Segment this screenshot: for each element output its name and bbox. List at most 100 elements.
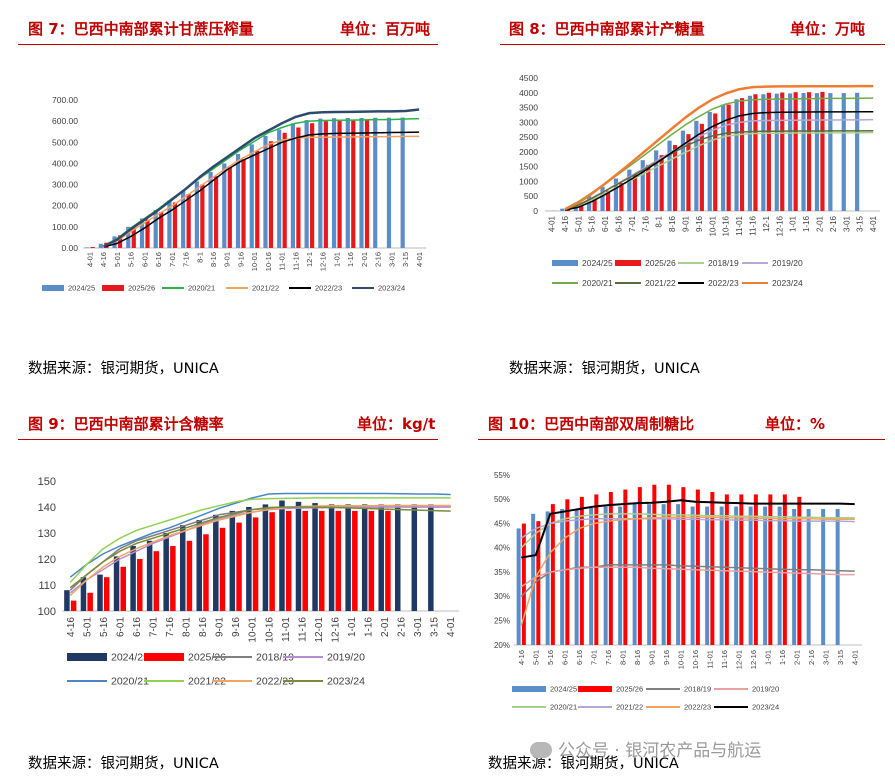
y-tick-label: 45% bbox=[494, 519, 510, 528]
legend-label: 2022/23 bbox=[256, 676, 294, 688]
y-tick-label: 55% bbox=[494, 471, 510, 480]
bar-2024-25 bbox=[179, 525, 186, 611]
series-line-2022-23 bbox=[564, 110, 874, 211]
x-tick-label: 7-16 bbox=[604, 650, 613, 665]
bar-2024-25 bbox=[130, 546, 136, 611]
y-tick-label: 120 bbox=[38, 554, 56, 566]
y-tick-label: 100 bbox=[38, 606, 56, 618]
bar-2025-26 bbox=[368, 510, 375, 611]
bar-2025-26 bbox=[726, 104, 731, 211]
bar-2024-25 bbox=[707, 111, 712, 211]
legend-label: 2018/19 bbox=[684, 685, 711, 694]
bar-2024-25 bbox=[734, 506, 739, 645]
legend-swatch bbox=[552, 260, 578, 266]
bar-2025-26 bbox=[103, 577, 110, 611]
bar-2025-26 bbox=[646, 164, 651, 211]
bar-2025-26 bbox=[269, 512, 275, 611]
bar-2024-25 bbox=[690, 506, 695, 645]
bar-2025-26 bbox=[172, 202, 178, 248]
bar-2024-25 bbox=[80, 577, 87, 611]
series-line-2019-20 bbox=[520, 566, 855, 588]
bar-2024-25 bbox=[654, 150, 659, 211]
bar-2024-25 bbox=[806, 509, 811, 645]
x-tick-label: 9-01 bbox=[223, 252, 232, 267]
chart-title: 图 7：巴西中南部累计甘蔗压榨量 bbox=[28, 20, 254, 38]
bar-2025-26 bbox=[797, 496, 802, 645]
bar-2025-26 bbox=[753, 494, 758, 645]
y-tick-label: 35% bbox=[494, 568, 510, 577]
series-line-2022-23 bbox=[520, 516, 855, 626]
x-tick-label: 3-15 bbox=[401, 252, 410, 267]
legend-swatch bbox=[144, 653, 184, 661]
y-tick-label: 20% bbox=[494, 641, 510, 650]
bar-2025-26 bbox=[619, 182, 624, 211]
watermark-text: 公众号 · 银河农产品与航运 bbox=[558, 741, 762, 761]
x-tick-label: 5-01 bbox=[82, 617, 93, 637]
x-tick-label: 7-01 bbox=[168, 252, 177, 267]
y-tick-label: 700.00 bbox=[52, 95, 78, 105]
bar-2025-26 bbox=[565, 499, 570, 645]
legend-label: 2021/22 bbox=[616, 703, 643, 712]
x-tick-label: 10-16 bbox=[264, 617, 275, 643]
x-tick-label: 1-16 bbox=[346, 252, 355, 267]
bar-2024-25 bbox=[400, 117, 405, 248]
x-tick-label: 2-16 bbox=[807, 650, 816, 665]
bar-2024-25 bbox=[345, 504, 351, 611]
x-tick-label: 4-01 bbox=[869, 215, 878, 232]
y-tick-label: 130 bbox=[38, 528, 56, 540]
x-tick-label: 10-01 bbox=[250, 252, 259, 271]
y-tick-label: 600.00 bbox=[52, 116, 78, 126]
bar-2025-26 bbox=[236, 522, 242, 611]
chart-title: 图 8：巴西中南部累计产糖量 bbox=[509, 20, 705, 38]
x-tick-label: 10-16 bbox=[722, 215, 731, 236]
title-underline bbox=[18, 439, 438, 440]
series-line-2020-21 bbox=[69, 492, 451, 578]
legend-swatch bbox=[578, 686, 612, 692]
bar-2025-26 bbox=[131, 227, 136, 248]
bar-2025-26 bbox=[186, 540, 193, 611]
series-line-2023-24 bbox=[69, 506, 451, 589]
bar-2025-26 bbox=[282, 132, 287, 248]
x-tick-label: 11-16 bbox=[749, 215, 758, 235]
x-tick-label: 12-16 bbox=[749, 650, 758, 669]
bar-2024-25 bbox=[378, 504, 384, 611]
x-tick-label: 5-16 bbox=[546, 650, 555, 665]
bar-2024-25 bbox=[828, 93, 833, 211]
bar-2024-25 bbox=[721, 104, 726, 211]
bar-2024-25 bbox=[667, 140, 672, 211]
legend-swatch bbox=[42, 285, 64, 291]
series-line-2021-22 bbox=[520, 517, 855, 539]
x-tick-label: 8-16 bbox=[668, 215, 677, 232]
bar-2025-26 bbox=[70, 600, 77, 611]
bar-2024-25 bbox=[545, 511, 550, 645]
y-tick-label: 500.00 bbox=[52, 137, 78, 147]
bar-2024-25 bbox=[734, 99, 739, 211]
bar-2024-25 bbox=[855, 92, 860, 211]
bar-2025-26 bbox=[713, 113, 718, 211]
x-tick-label: 8-01 bbox=[618, 650, 627, 665]
legend-label: 2023/24 bbox=[772, 278, 803, 288]
legend-swatch bbox=[615, 260, 641, 266]
legend-label: 2020/21 bbox=[111, 676, 149, 688]
bar-2024-25 bbox=[705, 506, 710, 645]
y-tick-label: 3000 bbox=[519, 117, 538, 127]
y-tick-label: 25% bbox=[494, 617, 510, 626]
bar-2024-25 bbox=[680, 130, 686, 211]
x-tick-label: 1-01 bbox=[332, 252, 341, 267]
y-tick-label: 50% bbox=[494, 495, 510, 504]
x-tick-label: 8-1 bbox=[655, 215, 664, 227]
legend-label: 2022/23 bbox=[684, 703, 711, 712]
bar-2025-26 bbox=[351, 120, 356, 248]
watermark: 公众号 · 银河农产品与航运 bbox=[530, 736, 761, 761]
bar-2024-25 bbox=[560, 208, 565, 211]
legend-label: 2024/25 bbox=[68, 284, 95, 293]
bar-2024-25 bbox=[279, 500, 285, 611]
bar-2024-25 bbox=[640, 160, 645, 211]
bar-2024-25 bbox=[295, 501, 302, 611]
bar-2024-25 bbox=[64, 590, 70, 611]
series-line-2022-23 bbox=[103, 131, 420, 248]
bar-2024-25 bbox=[196, 520, 202, 611]
bar-2025-26 bbox=[739, 494, 744, 645]
x-tick-label: 11-01 bbox=[705, 650, 714, 669]
bar-2024-25 bbox=[361, 504, 368, 611]
